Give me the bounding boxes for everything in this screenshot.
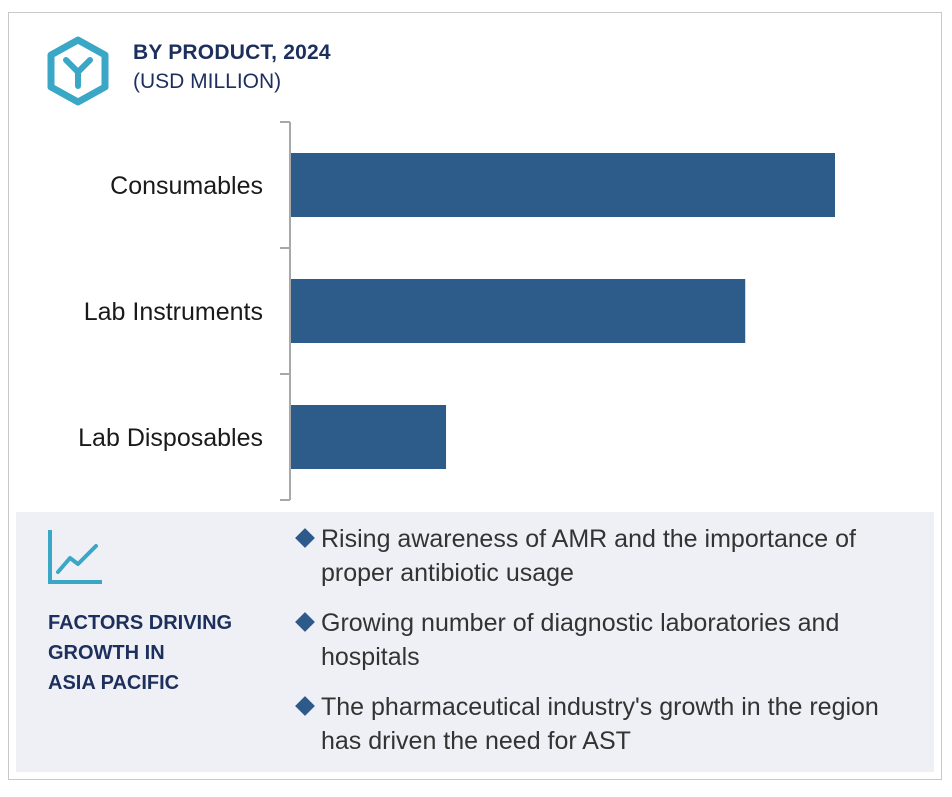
chart-header: BY PRODUCT, 2024 (USD MILLION) — [0, 0, 952, 110]
y-axis — [280, 121, 291, 501]
line-chart-icon — [48, 530, 102, 584]
factors-heading-line: FACTORS DRIVING — [48, 612, 233, 634]
factor-text: Rising awareness of AMR and the importan… — [321, 525, 856, 587]
bar-lab-disposables — [291, 405, 447, 469]
diamond-bullet-icon — [295, 612, 315, 632]
category-label: Consumables — [110, 172, 263, 200]
diamond-bullet-icon — [295, 528, 315, 548]
factors-heading-line: ASIA PACIFIC — [48, 672, 180, 694]
bar-consumables — [291, 153, 835, 217]
bar-lab-instruments — [291, 279, 746, 343]
hexagon-y-icon — [47, 36, 109, 106]
category-label: Lab Disposables — [78, 424, 263, 452]
chart-subtitle: (USD MILLION) — [133, 70, 282, 93]
factors-list: Rising awareness of AMR and the importan… — [294, 522, 924, 774]
factors-heading: FACTORS DRIVING GROWTH IN ASIA PACIFIC — [48, 608, 268, 698]
factor-item: Growing number of diagnostic laboratorie… — [294, 606, 924, 674]
bar-chart: Consumables Lab Instruments Lab Disposable… — [78, 121, 835, 501]
factor-text: The pharmaceutical industry's growth in … — [321, 693, 879, 755]
category-labels: Consumables Lab Instruments Lab Disposable… — [78, 172, 263, 452]
category-label: Lab Instruments — [84, 298, 263, 326]
chart-title: BY PRODUCT, 2024 — [133, 41, 331, 64]
factor-item: Rising awareness of AMR and the importan… — [294, 522, 924, 590]
growth-factors-panel: FACTORS DRIVING GROWTH IN ASIA PACIFIC R… — [16, 512, 934, 772]
factor-item: The pharmaceutical industry's growth in … — [294, 690, 924, 758]
diamond-bullet-icon — [295, 696, 315, 716]
factor-text: Growing number of diagnostic laboratorie… — [321, 609, 840, 671]
factors-heading-line: GROWTH IN — [48, 642, 165, 664]
bars — [291, 153, 835, 469]
